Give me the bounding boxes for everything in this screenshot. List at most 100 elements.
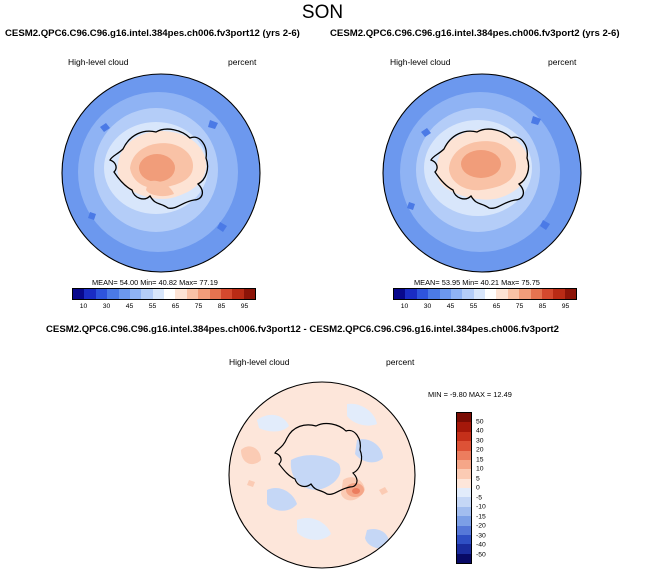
panel-1-colorbar-swatch (198, 289, 210, 299)
panel-2-stats: MEAN= 53.95 Min= 40.21 Max= 75.75 (414, 278, 540, 287)
diff-colorbar-swatch (457, 478, 471, 488)
colorbar-tick-label: -10 (476, 503, 486, 511)
panel-1-colorbar-swatch (73, 289, 85, 299)
colorbar-tick-label: 30 (423, 303, 432, 310)
diff-colorbar-swatch (457, 459, 471, 470)
colorbar-tick-label: 75 (515, 303, 524, 310)
panel-1-contour-band (139, 154, 175, 182)
diff-colorbar-swatch (457, 488, 471, 498)
colorbar-tick-label: 10 (79, 303, 88, 310)
panel-2-colorbar-swatch (485, 289, 497, 299)
panel-2-colorbar-swatch (507, 289, 520, 299)
diff-panel-contour-patch (352, 488, 360, 494)
diff-panel-contour-patch (347, 403, 377, 426)
diff-panel-title: CESM2.QPC6.C96.C96.g16.intel.384pes.ch00… (46, 324, 559, 335)
panel-1-colorbar (72, 288, 256, 300)
panel-1-colorbar-swatch (243, 289, 255, 299)
colorbar-tick-label: 85 (217, 303, 226, 310)
panel-2-colorbar-swatch (564, 289, 576, 299)
colorbar-tick-label: 95 (561, 303, 570, 310)
colorbar-tick-label: 65 (492, 303, 501, 310)
panel-2-map-border (382, 73, 582, 273)
panel-2-units-label: percent (548, 57, 577, 67)
diff-colorbar-swatch (457, 544, 471, 554)
panel-2-colorbar-swatch (462, 289, 474, 299)
panel-2-variable-label: High-level cloud (390, 57, 451, 67)
panel-1-polar-map (61, 73, 261, 273)
diff-colorbar-swatch (457, 534, 471, 545)
colorbar-tick-label: 45 (125, 303, 134, 310)
diff-panel-contour-patch (241, 446, 261, 465)
colorbar-tick-label: 45 (446, 303, 455, 310)
panel-2-colorbar-swatch (530, 289, 542, 299)
panel-2-colorbar-swatch (496, 289, 508, 299)
colorbar-tick-label: 75 (194, 303, 203, 310)
panel-2-colorbar-swatch (473, 289, 485, 299)
colorbar-tick-label: 55 (469, 303, 478, 310)
colorbar-tick-label: 55 (148, 303, 157, 310)
diff-colorbar-swatch (457, 441, 471, 451)
panel-1-colorbar-ticks: 10 30 45 55 65 75 85 95 (72, 303, 256, 313)
panel-1-colorbar-swatch (209, 289, 221, 299)
diff-panel-colorbar-ticks: 50 40 30 20 15 10 5 0 -5 -10 -15 -20 -30… (476, 412, 506, 564)
diff-panel-contour-patch (365, 528, 390, 549)
diff-panel-contour-patch (257, 414, 289, 432)
panel-1-antarctica-coastline (109, 128, 209, 209)
colorbar-tick-label: -20 (476, 522, 486, 530)
panel-1-map-border (61, 73, 261, 273)
diff-colorbar-swatch (457, 516, 471, 526)
colorbar-tick-label: 10 (476, 465, 484, 473)
colorbar-tick-label: 5 (476, 475, 480, 482)
panel-2-colorbar-swatch (416, 289, 429, 299)
panel-2-title: CESM2.QPC6.C96.C96.g16.intel.384pes.ch00… (330, 28, 620, 39)
colorbar-tick-label: 30 (102, 303, 111, 310)
colorbar-tick-label: 85 (538, 303, 547, 310)
panel-1-colorbar-swatch (232, 289, 244, 299)
diff-panel-polar-map (228, 381, 416, 569)
panel-1-colorbar-swatch (175, 289, 187, 299)
diff-colorbar-swatch (457, 553, 471, 563)
colorbar-tick-label: 50 (476, 418, 484, 425)
panel-1-contour-band (146, 180, 174, 197)
panel-2-colorbar-swatch (519, 289, 531, 299)
diff-panel-variable-label: High-level cloud (229, 357, 290, 367)
panel-1-colorbar-swatch (152, 289, 164, 299)
panel-1-colorbar-swatch (84, 289, 96, 299)
diff-panel-map-border (228, 381, 416, 569)
diff-panel-units-label: percent (386, 357, 415, 367)
panel-1-colorbar-swatch (220, 289, 233, 299)
panel-2-colorbar-swatch (553, 289, 565, 299)
panel-2-colorbar-swatch (450, 289, 463, 299)
colorbar-tick-label: 65 (171, 303, 180, 310)
colorbar-tick-label: 95 (240, 303, 249, 310)
diff-panel-contour-patch (267, 487, 297, 511)
panel-1-colorbar-swatch (107, 289, 119, 299)
panel-2-contour-band (461, 150, 501, 178)
page-title: SON (301, 2, 344, 23)
panel-2-antarctica-coastline (430, 128, 530, 209)
panel-1-variable-label: High-level cloud (68, 57, 129, 67)
panel-1-colorbar-swatch (95, 289, 108, 299)
colorbar-tick-label: 40 (476, 427, 484, 435)
panel-1-colorbar-swatch (129, 289, 142, 299)
panel-1-stats: MEAN= 54.00 Min= 40.82 Max= 77.19 (92, 278, 218, 287)
diff-colorbar-swatch (457, 497, 471, 507)
diff-colorbar-swatch (457, 469, 471, 479)
panel-1-title: CESM2.QPC6.C96.C96.g16.intel.384pes.ch00… (5, 28, 300, 39)
panel-2-polar-map (382, 73, 582, 273)
panel-2-colorbar-swatch (428, 289, 440, 299)
panel-2-colorbar-ticks: 10 30 45 55 65 75 85 95 (393, 303, 577, 313)
panel-2-colorbar-swatch (541, 289, 554, 299)
panel-1-colorbar-swatch (164, 289, 176, 299)
diff-colorbar-swatch (457, 413, 471, 423)
diff-panel-stats: MIN = -9.80 MAX = 12.49 (428, 390, 512, 399)
colorbar-tick-label: 30 (476, 437, 484, 444)
diff-colorbar-swatch (457, 506, 471, 517)
colorbar-tick-label: -30 (476, 532, 486, 539)
panel-1-colorbar-swatch (141, 289, 153, 299)
colorbar-tick-label: -15 (476, 513, 486, 520)
panel-2-colorbar (393, 288, 577, 300)
diff-colorbar-swatch (457, 422, 471, 432)
panel-2-colorbar-swatch (394, 289, 406, 299)
colorbar-tick-label: 15 (476, 456, 484, 463)
